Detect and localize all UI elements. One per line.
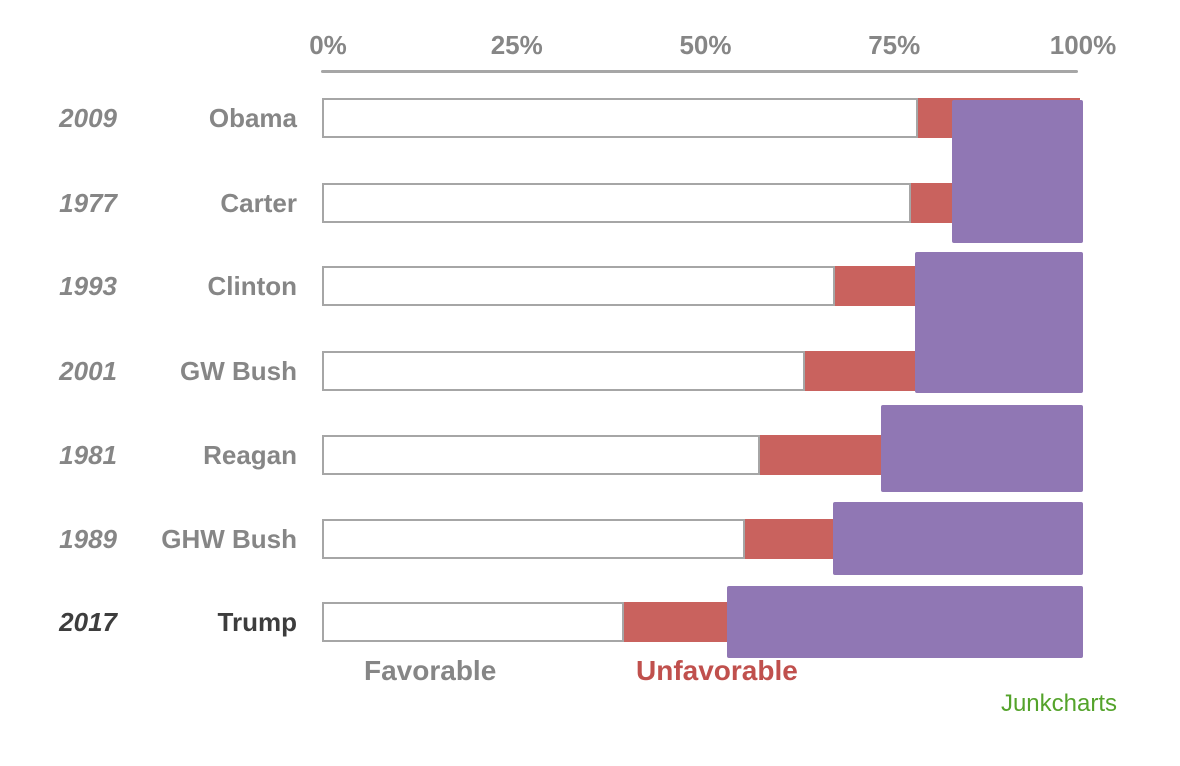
year-label: 1977 bbox=[59, 188, 117, 218]
year-label: 1993 bbox=[59, 271, 117, 301]
president-label: Clinton bbox=[207, 271, 297, 301]
x-axis-tick-label: 50% bbox=[679, 30, 732, 60]
x-axis-tick-label: 0% bbox=[309, 30, 347, 60]
favorable-bar bbox=[322, 183, 911, 223]
favorable-bar bbox=[322, 98, 918, 138]
president-label: Trump bbox=[217, 607, 297, 637]
purple-overlay-block bbox=[727, 586, 1083, 658]
year-label: 2001 bbox=[59, 356, 117, 386]
x-axis-line bbox=[321, 70, 1078, 73]
purple-overlay-block bbox=[915, 252, 1083, 393]
president-label: GHW Bush bbox=[161, 524, 297, 554]
legend-unfavorable-label: Unfavorable bbox=[636, 655, 798, 686]
favorable-bar bbox=[322, 435, 760, 475]
president-label: Obama bbox=[208, 103, 297, 133]
favorable-bar bbox=[322, 519, 745, 559]
year-label: 2017 bbox=[59, 607, 117, 637]
favorable-bar bbox=[322, 266, 835, 306]
year-label: 1989 bbox=[59, 524, 117, 554]
x-axis-tick-label: 75% bbox=[868, 30, 921, 60]
x-axis-tick-label: 100% bbox=[1049, 30, 1117, 60]
purple-overlay-block bbox=[833, 502, 1083, 575]
president-label: Carter bbox=[220, 188, 297, 218]
credit-junkcharts: Junkcharts bbox=[1000, 690, 1117, 717]
favorable-bar bbox=[322, 602, 624, 642]
legend-favorable-label: Favorable bbox=[364, 655, 497, 686]
year-label: 2009 bbox=[59, 103, 117, 133]
favorable-bar bbox=[322, 351, 805, 391]
year-label: 1981 bbox=[59, 440, 117, 470]
x-axis-tick-label: 25% bbox=[490, 30, 543, 60]
purple-overlay-block bbox=[952, 100, 1083, 243]
president-label: Reagan bbox=[203, 440, 297, 470]
president-label: GW Bush bbox=[180, 356, 297, 386]
purple-overlay-block bbox=[881, 405, 1083, 492]
